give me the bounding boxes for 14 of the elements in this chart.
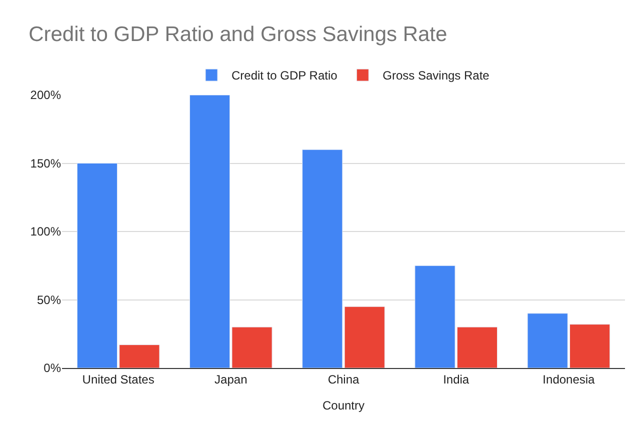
x-tick-label: United States — [82, 372, 154, 386]
y-tick-label: 0% — [44, 361, 62, 376]
x-axis-title: Country — [322, 398, 365, 412]
x-tick-label: Indonesia — [542, 372, 596, 386]
y-tick-label: 150% — [30, 156, 62, 170]
y-tick-label: 200% — [30, 88, 62, 102]
legend-label: Gross Savings Rate — [382, 68, 490, 83]
y-tick-label: 50% — [36, 292, 62, 307]
y-tick-label: 100% — [30, 224, 62, 239]
legend-label: Credit to GDP Ratio — [232, 68, 338, 83]
x-tick-label: Japan — [214, 372, 248, 386]
x-tick-label: China — [328, 372, 360, 386]
chart-title: Credit to GDP Ratio and Gross Savings Rate — [28, 22, 448, 46]
x-tick-label: India — [443, 372, 470, 386]
